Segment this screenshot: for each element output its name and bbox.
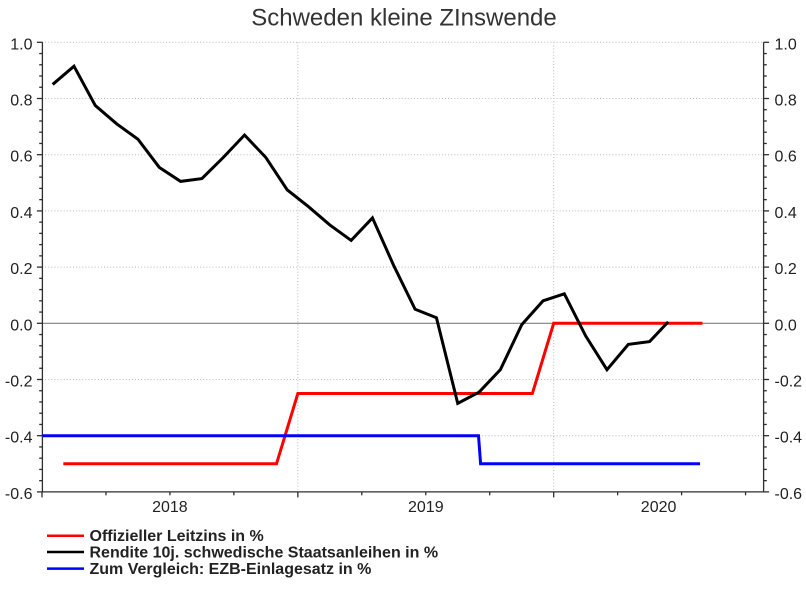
svg-text:Offizieller Leitzins in %: Offizieller Leitzins in % xyxy=(90,528,264,545)
svg-text:-0.6: -0.6 xyxy=(5,486,33,503)
svg-text:-0.4: -0.4 xyxy=(5,430,33,447)
svg-text:Schweden kleine ZInswende: Schweden kleine ZInswende xyxy=(251,5,557,32)
svg-text:0.2: 0.2 xyxy=(775,261,797,278)
svg-text:0.2: 0.2 xyxy=(10,261,32,278)
svg-text:Rendite 10j. schwedische Staat: Rendite 10j. schwedische Staatsanleihen … xyxy=(90,544,439,561)
svg-text:0.6: 0.6 xyxy=(10,149,32,166)
svg-text:-0.6: -0.6 xyxy=(775,486,803,503)
svg-text:2020: 2020 xyxy=(641,499,677,516)
svg-text:0.8: 0.8 xyxy=(10,93,32,110)
svg-text:2018: 2018 xyxy=(152,499,188,516)
svg-text:0.6: 0.6 xyxy=(775,149,797,166)
svg-text:2019: 2019 xyxy=(408,499,444,516)
svg-text:0.4: 0.4 xyxy=(775,205,797,222)
svg-text:0.0: 0.0 xyxy=(775,317,797,334)
svg-text:1.0: 1.0 xyxy=(10,36,32,53)
svg-text:-0.4: -0.4 xyxy=(775,430,803,447)
svg-text:0.4: 0.4 xyxy=(10,205,32,222)
svg-text:1.0: 1.0 xyxy=(775,36,797,53)
svg-text:0.8: 0.8 xyxy=(775,93,797,110)
svg-text:-0.2: -0.2 xyxy=(5,374,33,391)
svg-text:Zum Vergleich: EZB-Einlagesatz: Zum Vergleich: EZB-Einlagesatz in % xyxy=(90,561,372,578)
svg-text:0.0: 0.0 xyxy=(10,317,32,334)
svg-text:-0.2: -0.2 xyxy=(775,374,803,391)
